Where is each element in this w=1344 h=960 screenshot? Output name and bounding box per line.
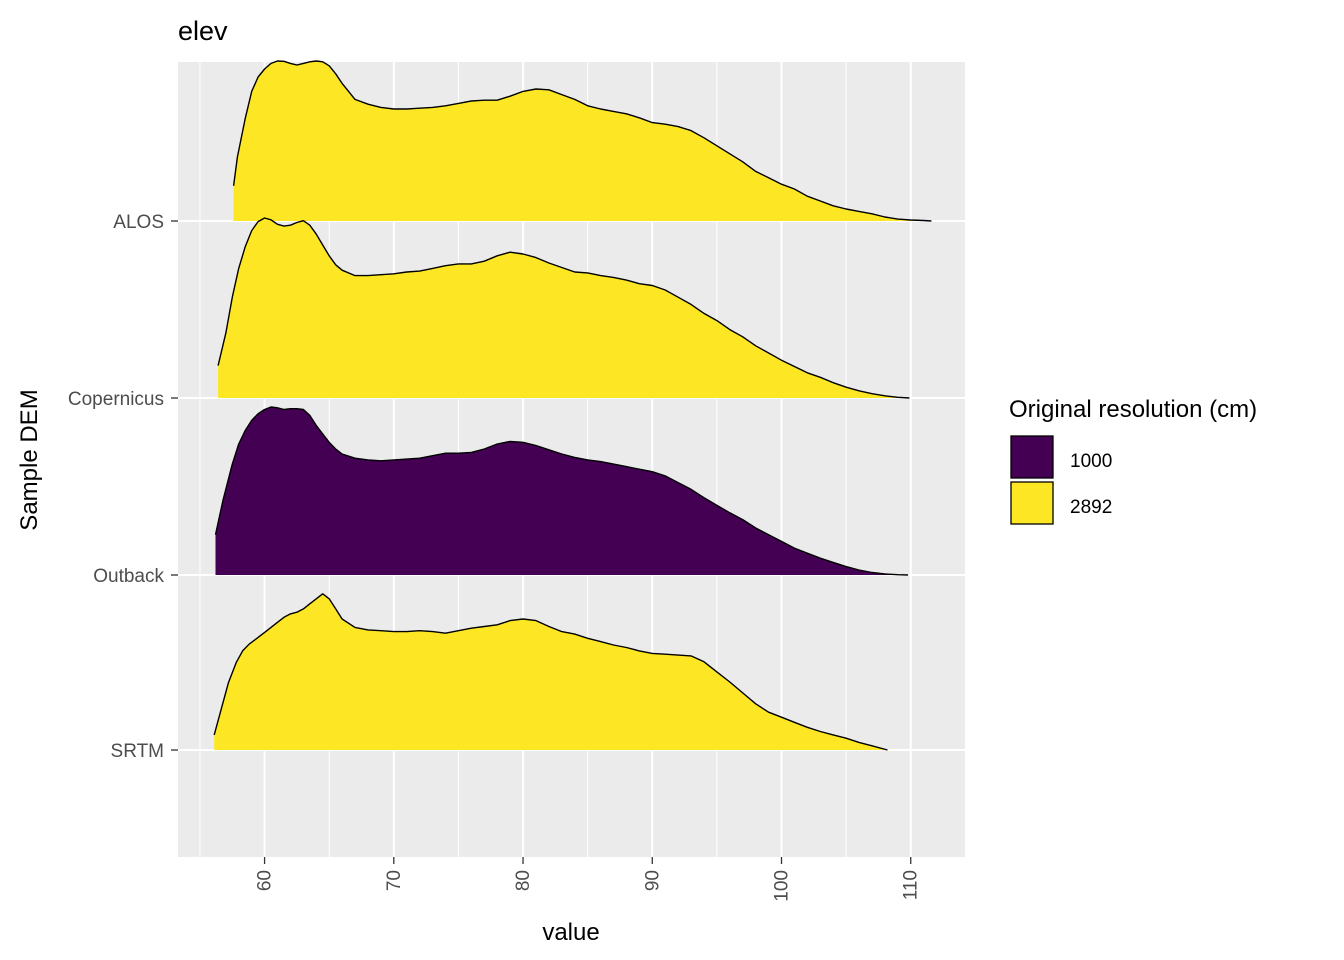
legend-label-1000: 1000 [1070,451,1112,472]
x-tick-label-80: 80 [513,870,534,891]
x-tick-label-70: 70 [384,870,405,891]
chart-title: elev [178,16,228,46]
legend: Original resolution (cm) 1000 2892 [1009,396,1257,525]
legend-key-1000 [1010,435,1054,479]
ridge-fill-alos [233,61,932,221]
legend-key-2892 [1010,481,1054,525]
y-tick-label-copernicus: Copernicus [68,389,164,410]
x-tick-label-110: 110 [901,870,922,900]
x-tick-label-100: 100 [771,870,792,902]
y-axis-title: Sample DEM [16,389,43,530]
ridge-line-alos [232,60,932,222]
legend-title: Original resolution (cm) [1009,396,1257,423]
y-axis: ALOS Copernicus Outback SRTM [68,212,178,762]
ridges [213,60,932,751]
ridge-fill-copernicus [218,218,910,398]
legend-label-2892: 2892 [1070,497,1112,518]
y-tick-label-alos: ALOS [113,212,164,233]
ridge-fill-outback [215,407,909,575]
y-tick-label-srtm: SRTM [111,741,164,762]
ridge-fill-srtm [214,593,888,750]
x-tick-label-90: 90 [642,870,663,891]
x-tick-label-60: 60 [255,870,276,891]
x-axis: 60 70 80 90 100 110 [255,857,922,902]
ridge-line-srtm [213,593,888,751]
x-axis-title: value [542,919,599,946]
ridge-line-outback [214,406,909,576]
y-tick-label-outback: Outback [93,566,164,587]
ridge-line-copernicus [217,217,910,399]
